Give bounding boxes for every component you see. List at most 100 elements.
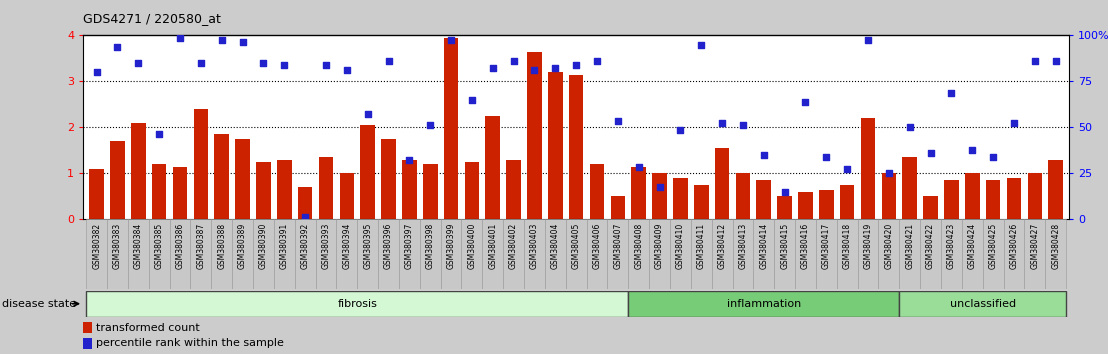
Bar bbox=[524, 219, 545, 289]
Bar bbox=[694, 185, 708, 219]
Text: GSM380402: GSM380402 bbox=[509, 223, 519, 269]
Point bbox=[943, 90, 961, 96]
Bar bbox=[441, 219, 462, 289]
Text: GSM380424: GSM380424 bbox=[967, 223, 977, 269]
Bar bbox=[632, 166, 646, 219]
Bar bbox=[339, 173, 355, 219]
Bar bbox=[670, 219, 690, 289]
Bar bbox=[589, 164, 604, 219]
Bar bbox=[152, 164, 166, 219]
Text: GSM380390: GSM380390 bbox=[259, 223, 268, 269]
Text: GSM380413: GSM380413 bbox=[738, 223, 748, 269]
Bar bbox=[1007, 178, 1022, 219]
Text: GSM380384: GSM380384 bbox=[134, 223, 143, 269]
Bar bbox=[757, 181, 771, 219]
Bar bbox=[360, 125, 375, 219]
Bar bbox=[319, 157, 334, 219]
Point bbox=[776, 189, 793, 195]
Text: GSM380420: GSM380420 bbox=[884, 223, 893, 269]
Bar bbox=[215, 134, 229, 219]
Text: GSM380415: GSM380415 bbox=[780, 223, 789, 269]
Bar bbox=[732, 219, 753, 289]
Text: GSM380407: GSM380407 bbox=[614, 223, 623, 269]
Bar bbox=[253, 219, 274, 289]
Bar bbox=[298, 187, 312, 219]
Text: GSM380386: GSM380386 bbox=[175, 223, 185, 269]
Text: GSM380416: GSM380416 bbox=[801, 223, 810, 269]
Bar bbox=[170, 219, 191, 289]
Text: GSM380389: GSM380389 bbox=[238, 223, 247, 269]
Text: GSM380401: GSM380401 bbox=[489, 223, 497, 269]
Bar bbox=[566, 219, 586, 289]
Bar bbox=[548, 72, 563, 219]
Text: GSM380387: GSM380387 bbox=[196, 223, 205, 269]
Point bbox=[901, 125, 919, 130]
Point bbox=[338, 67, 356, 73]
Bar bbox=[900, 219, 920, 289]
Text: GSM380388: GSM380388 bbox=[217, 223, 226, 269]
Text: GSM380410: GSM380410 bbox=[676, 223, 685, 269]
Bar bbox=[986, 181, 1001, 219]
Bar bbox=[464, 162, 480, 219]
Bar bbox=[753, 219, 774, 289]
Bar bbox=[233, 219, 253, 289]
Text: GSM380411: GSM380411 bbox=[697, 223, 706, 269]
Bar bbox=[485, 116, 500, 219]
Point bbox=[484, 65, 502, 70]
Bar bbox=[274, 219, 295, 289]
Bar bbox=[673, 178, 688, 219]
Bar bbox=[1004, 219, 1025, 289]
Bar bbox=[235, 139, 250, 219]
Point bbox=[797, 99, 814, 105]
Bar bbox=[212, 219, 233, 289]
Bar bbox=[920, 219, 941, 289]
Text: GSM380393: GSM380393 bbox=[321, 223, 330, 269]
Bar bbox=[378, 219, 399, 289]
Text: GSM380414: GSM380414 bbox=[759, 223, 768, 269]
Bar bbox=[819, 189, 833, 219]
Bar bbox=[127, 219, 148, 289]
Point bbox=[735, 122, 752, 128]
Bar bbox=[837, 219, 858, 289]
Point bbox=[525, 67, 543, 73]
Text: GSM380392: GSM380392 bbox=[300, 223, 309, 269]
Point bbox=[234, 40, 252, 45]
Point bbox=[629, 164, 647, 169]
Point bbox=[839, 166, 856, 172]
Bar bbox=[715, 148, 729, 219]
Text: GSM380427: GSM380427 bbox=[1030, 223, 1039, 269]
Bar bbox=[295, 219, 316, 289]
Point bbox=[317, 62, 335, 68]
Point bbox=[984, 154, 1002, 160]
Bar bbox=[690, 219, 711, 289]
Text: GSM380394: GSM380394 bbox=[342, 223, 351, 269]
Point bbox=[442, 37, 460, 43]
Text: GSM380397: GSM380397 bbox=[404, 223, 414, 269]
Bar bbox=[148, 219, 170, 289]
Point bbox=[567, 62, 585, 68]
Text: GSM380403: GSM380403 bbox=[530, 223, 538, 269]
Point bbox=[609, 118, 627, 123]
Point bbox=[714, 120, 731, 126]
Point bbox=[922, 150, 940, 155]
Bar bbox=[86, 291, 628, 317]
Point bbox=[818, 154, 835, 160]
Bar bbox=[83, 338, 92, 349]
Point bbox=[151, 131, 168, 137]
Point bbox=[255, 60, 273, 66]
Text: percentile rank within the sample: percentile rank within the sample bbox=[96, 338, 285, 348]
Point bbox=[755, 152, 772, 158]
Point bbox=[1026, 58, 1044, 64]
Point bbox=[859, 37, 876, 43]
Point bbox=[588, 58, 606, 64]
Bar bbox=[444, 38, 459, 219]
Bar bbox=[983, 219, 1004, 289]
Bar bbox=[649, 219, 670, 289]
Bar bbox=[191, 219, 212, 289]
Bar bbox=[256, 162, 270, 219]
Text: GSM380405: GSM380405 bbox=[572, 223, 581, 269]
Text: GSM380421: GSM380421 bbox=[905, 223, 914, 269]
Point bbox=[546, 65, 564, 70]
Bar bbox=[628, 291, 900, 317]
Text: GSM380383: GSM380383 bbox=[113, 223, 122, 269]
